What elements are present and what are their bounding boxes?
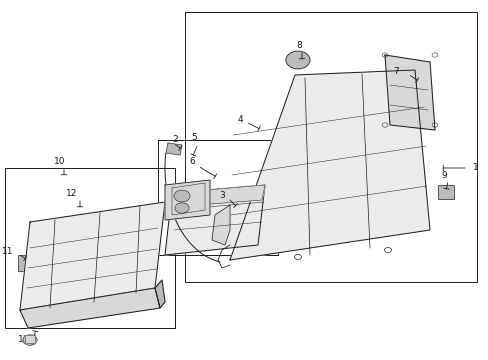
Text: 11: 11 [2,248,14,256]
Polygon shape [229,70,429,260]
Polygon shape [164,185,264,255]
Bar [437,185,453,199]
Circle shape [174,190,190,202]
Bar [5,168,175,328]
Polygon shape [165,143,182,155]
Circle shape [285,51,309,69]
Text: 7: 7 [392,68,398,77]
Bar [184,12,476,282]
Text: 3: 3 [219,192,224,201]
Text: 10: 10 [54,157,65,166]
Bar [158,140,278,255]
Polygon shape [172,185,264,207]
Polygon shape [384,55,434,130]
Bar [18,255,36,271]
Text: 13: 13 [18,336,30,345]
Polygon shape [20,288,160,328]
Text: 1: 1 [472,163,478,172]
Text: 12: 12 [66,189,78,198]
Text: 8: 8 [296,41,301,50]
Circle shape [23,335,37,345]
Text: 4: 4 [237,116,243,125]
Circle shape [175,203,189,213]
Polygon shape [155,280,164,308]
Text: 5: 5 [191,134,197,143]
Text: 2: 2 [172,135,178,144]
Polygon shape [164,180,209,220]
Text: 9: 9 [440,171,446,180]
Polygon shape [20,202,164,310]
Polygon shape [212,205,229,245]
Text: 6: 6 [189,157,195,166]
Polygon shape [25,335,36,344]
